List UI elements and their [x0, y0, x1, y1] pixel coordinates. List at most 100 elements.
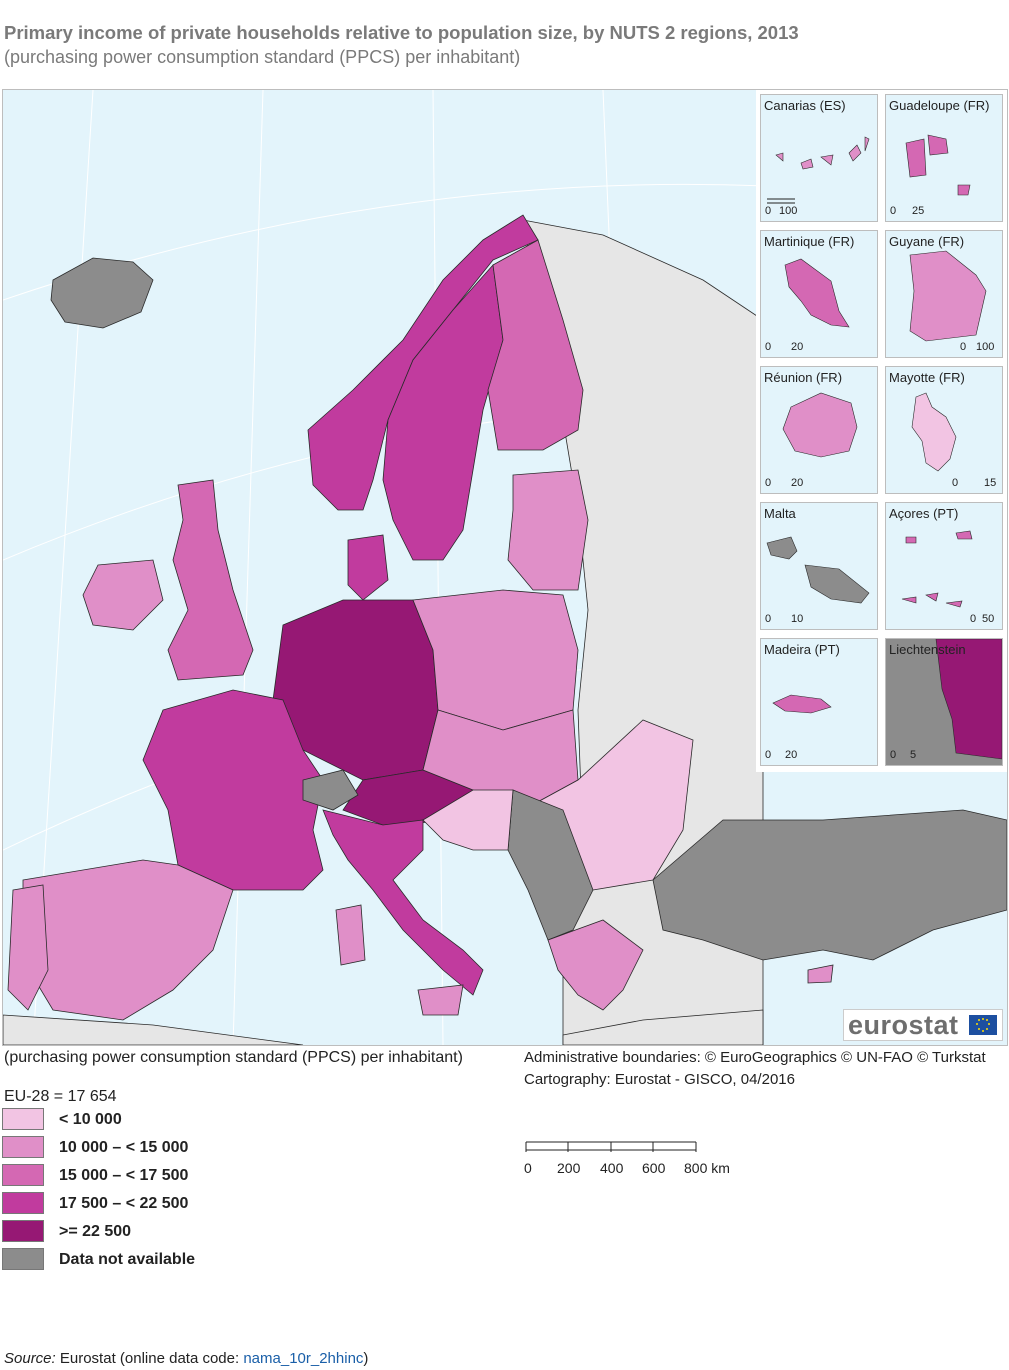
inset-scale-end: 50 [982, 613, 995, 625]
inset-scale-end: 5 [910, 749, 917, 761]
malta-island [766, 536, 870, 604]
inset-scale-start: 0 [765, 749, 772, 761]
legend-item: 15 000 – < 17 500 [2, 1164, 262, 1188]
ireland [82, 559, 164, 631]
inset-scale-start: 0 [952, 477, 959, 489]
source-note: Source: Eurostat (online data code: nama… [4, 1350, 368, 1367]
main-map [3, 90, 1007, 1045]
inset-scale-end: 100 [779, 205, 798, 217]
poland [412, 589, 579, 731]
inset-label: Martinique (FR) [764, 234, 855, 249]
uk [167, 479, 254, 681]
legend-label: 17 500 – < 22 500 [59, 1195, 189, 1212]
inset-scale-end: 100 [976, 341, 995, 353]
inset-label: Açores (PT) [889, 506, 959, 521]
inset-scale-start: 0 [765, 613, 772, 625]
scale-tick-label: 0 [524, 1160, 532, 1176]
scale-tick-label: 400 [600, 1160, 624, 1176]
map-subtitle: (purchasing power consumption standard (… [4, 47, 521, 67]
unit-note: (purchasing power consumption standard (… [4, 1049, 463, 1066]
legend-item: >= 22 500 [2, 1220, 262, 1244]
switzerland [302, 769, 359, 811]
acores-islands [901, 530, 973, 608]
inset-malta: Malta 0 10 [760, 502, 878, 630]
baltics [507, 469, 589, 591]
source-text: Eurostat (online data code: [55, 1350, 244, 1367]
inset-label: Guyane (FR) [889, 234, 965, 249]
inset-scale-start: 0 [970, 613, 977, 625]
legend-swatch [2, 1248, 44, 1270]
western-balkans [507, 789, 594, 941]
legend-label: >= 22 500 [59, 1223, 132, 1240]
scale-tick-label: 600 [642, 1160, 666, 1176]
non-eu-land-south [3, 1014, 304, 1045]
inset-guadeloupe: Guadeloupe (FR) 0 25 [885, 94, 1003, 222]
inset-scale-start: 0 [765, 341, 772, 353]
eurostat-logo: eurostat [843, 1009, 1003, 1041]
inset-reunion: Réunion (FR) 0 20 [760, 366, 878, 494]
canarias-islands [775, 136, 870, 170]
denmark [347, 534, 389, 601]
legend-label: 15 000 – < 17 500 [59, 1167, 189, 1184]
source-label: Source: [4, 1350, 56, 1367]
inset-panel: Canarias (ES) 0 100 Guadeloupe (FR) 0 25… [756, 90, 1007, 772]
legend-swatch [2, 1192, 44, 1214]
iceland [50, 257, 154, 329]
inset-acores: Açores (PT) 0 50 [885, 502, 1003, 630]
norway [307, 214, 539, 511]
sardinia [335, 904, 366, 966]
inset-label: Guadeloupe (FR) [889, 98, 990, 113]
legend-swatch [2, 1220, 44, 1242]
sweden [382, 264, 504, 561]
source-close: ) [363, 1350, 369, 1367]
guadeloupe-islands [905, 134, 971, 196]
inset-guyane: Guyane (FR) 0 100 [885, 230, 1003, 358]
inset-scale-start: 0 [890, 205, 897, 217]
martinique-island [784, 258, 850, 328]
sicily [417, 984, 464, 1016]
madeira-island [772, 694, 832, 714]
map-title: Primary income of private households rel… [4, 22, 799, 43]
portugal [7, 884, 49, 1011]
inset-canarias: Canarias (ES) 0 100 [760, 94, 878, 222]
legend-item: 10 000 – < 15 000 [2, 1136, 262, 1160]
reunion-island [782, 392, 858, 458]
non-eu-land-south-east [562, 1009, 764, 1045]
finland [487, 239, 584, 451]
inset-liechtenstein: Liechtenstein 0 5 [885, 638, 1003, 766]
inset-scale-end: 20 [791, 477, 804, 489]
scale-tick-label: 800 km [684, 1160, 730, 1176]
legend-item: 17 500 – < 22 500 [2, 1192, 262, 1216]
eu-average: EU-28 = 17 654 [4, 1088, 117, 1105]
inset-scale-end: 20 [791, 341, 804, 353]
admin-boundaries-credit: Administrative boundaries: © EuroGeograp… [524, 1049, 986, 1066]
inset-scale-start: 0 [890, 749, 897, 761]
inset-label: Madeira (PT) [764, 642, 840, 657]
croatia-slovenia [422, 789, 514, 851]
distance-scale-bar: 0 200 400 600 800 km [520, 1138, 750, 1188]
italy [322, 809, 484, 996]
cartography-credit: Cartography: Eurostat - GISCO, 04/2016 [524, 1071, 795, 1088]
france [142, 689, 324, 891]
map-frame: Canarias (ES) 0 100 Guadeloupe (FR) 0 25… [2, 89, 1008, 1046]
spain [22, 859, 234, 1021]
inset-madeira: Madeira (PT) 0 20 [760, 638, 878, 766]
inset-label: Mayotte (FR) [889, 370, 965, 385]
legend-swatch [2, 1164, 44, 1186]
inset-label: Liechtenstein [889, 642, 966, 657]
inset-scale-start: 0 [765, 477, 772, 489]
inset-martinique: Martinique (FR) 0 20 [760, 230, 878, 358]
guyane-region [909, 250, 987, 342]
eu-flag-icon [969, 1015, 997, 1035]
inset-label: Malta [764, 506, 796, 521]
source-data-code-link[interactable]: nama_10r_2hhinc [243, 1350, 364, 1367]
inset-label: Réunion (FR) [764, 370, 843, 385]
legend-item: Data not available [2, 1248, 262, 1272]
inset-label: Canarias (ES) [764, 98, 846, 113]
legend-item: < 10 000 [2, 1108, 262, 1132]
scale-tick-label: 200 [557, 1160, 581, 1176]
legend-swatch [2, 1136, 44, 1158]
legend-label: Data not available [59, 1251, 196, 1268]
legend-swatch [2, 1108, 44, 1130]
legend-label: 10 000 – < 15 000 [59, 1139, 189, 1156]
